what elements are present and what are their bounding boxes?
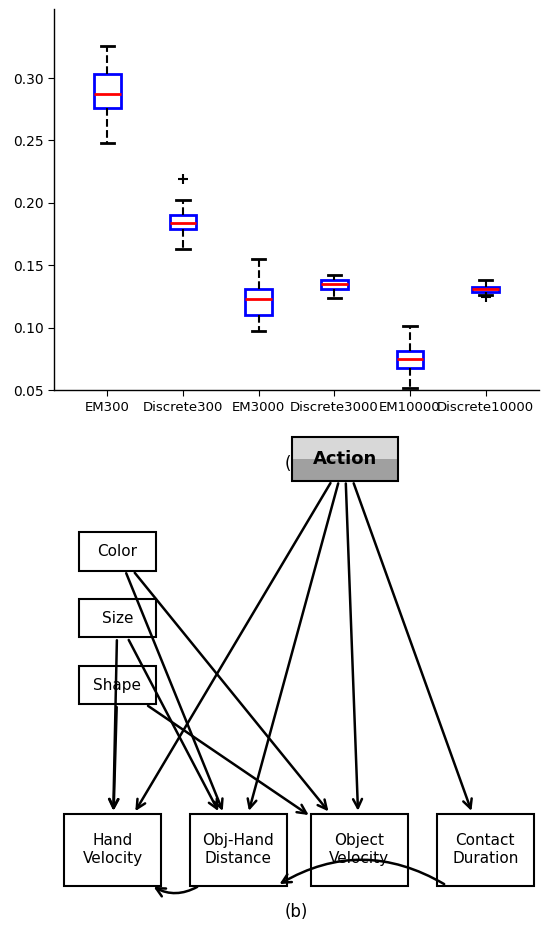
Text: Action: Action [313,450,377,468]
FancyBboxPatch shape [311,813,408,885]
PathPatch shape [397,351,423,368]
Text: (b): (b) [285,903,308,922]
FancyBboxPatch shape [79,599,156,637]
FancyBboxPatch shape [79,665,156,704]
FancyBboxPatch shape [437,813,534,885]
PathPatch shape [321,280,348,289]
Text: Shape: Shape [94,678,141,693]
Text: (a): (a) [285,455,308,473]
PathPatch shape [472,286,499,291]
Text: Obj-Hand
Distance: Obj-Hand Distance [202,833,274,866]
FancyBboxPatch shape [292,437,398,459]
FancyBboxPatch shape [190,813,287,885]
PathPatch shape [94,74,121,108]
Text: Contact
Duration: Contact Duration [452,833,518,866]
PathPatch shape [170,215,196,229]
Text: Hand
Velocity: Hand Velocity [83,833,143,866]
FancyBboxPatch shape [292,459,398,481]
FancyBboxPatch shape [79,532,156,571]
Text: Object
Velocity: Object Velocity [329,833,390,866]
PathPatch shape [245,289,272,315]
Text: Size: Size [102,610,133,625]
FancyBboxPatch shape [64,813,161,885]
Text: Color: Color [97,544,137,559]
